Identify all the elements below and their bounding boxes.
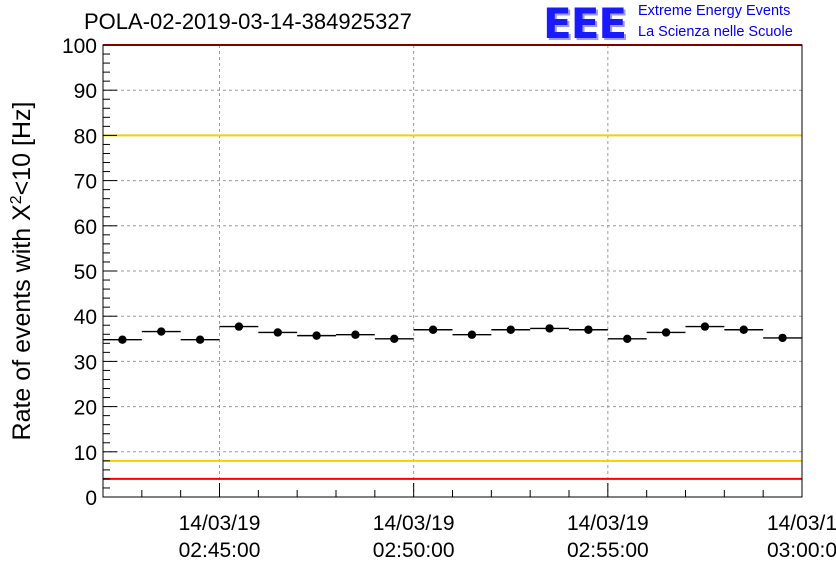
y-axis-label-main: Rate of events with X [8, 204, 36, 441]
data-point [661, 328, 671, 337]
x-tick-time: 02:45:00 [179, 539, 261, 562]
y-tick-label: 90 [74, 80, 97, 103]
data-point [739, 325, 748, 334]
eee-logo: EEE [543, 0, 627, 48]
x-axis: 14/03/19 02:45:00 14/03/19 02:50:00 14/03/19… [102, 483, 836, 562]
data-point [273, 328, 282, 337]
y-tick-label: 80 [74, 125, 97, 148]
x-tick-date: 14/03/19 [179, 512, 261, 535]
data-point [312, 331, 321, 340]
data-point [584, 325, 593, 334]
y-tick-label: 30 [74, 351, 97, 374]
y-axis-label-sup: 2 [8, 195, 25, 204]
logo-line-2: La Scienza nelle Scuole [638, 24, 793, 40]
data-point [545, 324, 554, 333]
data-point [506, 325, 515, 334]
data-point [700, 322, 710, 331]
data-point [195, 335, 205, 344]
x-tick-date: 14/03/1 [767, 512, 836, 535]
y-axis-label-tail: <10 [Hz] [8, 102, 36, 196]
y-tick-label: 20 [74, 397, 97, 420]
limit-lines [103, 44, 802, 480]
y-axis: 0 10 20 30 40 50 60 70 80 90 100 [62, 35, 117, 510]
grid-lines [103, 45, 803, 497]
data-point [778, 333, 787, 343]
logo-line-1: Extreme Energy Events [638, 3, 791, 19]
y-axis-label: Rate of events with X2<10 [Hz] [8, 102, 36, 441]
y-tick-label: 40 [74, 306, 97, 329]
x-tick-time: 03:00:0 [767, 539, 836, 562]
y-tick-label: 10 [74, 442, 97, 465]
x-tick-date: 14/03/19 [567, 512, 649, 535]
data-point [118, 335, 127, 344]
data-points [103, 322, 802, 344]
data-point [157, 327, 166, 336]
data-point [390, 334, 399, 343]
x-tick-time: 02:50:00 [373, 539, 455, 562]
x-tick-date: 14/03/19 [373, 512, 455, 535]
x-tick-time: 02:55:00 [567, 539, 649, 562]
y-tick-label: 50 [74, 261, 97, 284]
y-tick-label: 0 [85, 487, 97, 510]
y-tick-label: 60 [74, 216, 97, 239]
data-point [623, 334, 632, 343]
y-tick-label: 100 [62, 35, 97, 58]
data-point [428, 325, 438, 334]
y-tick-label: 70 [74, 171, 97, 194]
data-point [351, 330, 360, 339]
data-point [234, 322, 244, 331]
chart-title: POLA-02-2019-03-14-384925327 [84, 9, 412, 34]
data-point [467, 330, 477, 339]
